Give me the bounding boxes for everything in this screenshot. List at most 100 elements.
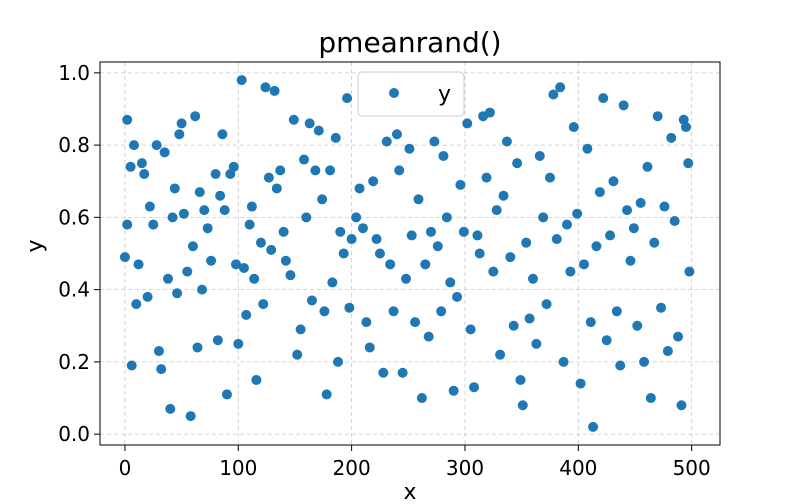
data-point bbox=[538, 212, 549, 223]
data-point bbox=[488, 266, 499, 277]
data-point bbox=[251, 374, 262, 385]
data-point bbox=[381, 136, 392, 147]
data-point bbox=[524, 313, 535, 324]
x-tick-label: 300 bbox=[446, 456, 484, 480]
data-point bbox=[374, 248, 385, 259]
data-point bbox=[455, 179, 466, 190]
data-point bbox=[131, 299, 142, 310]
data-point bbox=[165, 403, 176, 414]
chart-title: pmeanrand() bbox=[318, 26, 501, 59]
data-point bbox=[185, 411, 196, 422]
data-point bbox=[194, 187, 205, 198]
data-point bbox=[238, 262, 249, 273]
data-point bbox=[361, 317, 372, 328]
data-point bbox=[474, 248, 485, 259]
data-point bbox=[236, 75, 247, 86]
legend: y bbox=[357, 71, 465, 117]
data-point bbox=[432, 241, 443, 252]
y-axis-label: y bbox=[23, 239, 48, 252]
data-point bbox=[280, 255, 291, 266]
data-point bbox=[527, 273, 538, 284]
data-point bbox=[136, 158, 147, 169]
data-point bbox=[330, 132, 341, 143]
legend-box bbox=[357, 71, 465, 117]
data-point bbox=[601, 335, 612, 346]
data-point bbox=[306, 295, 317, 306]
data-point bbox=[505, 252, 516, 263]
data-point bbox=[371, 234, 382, 245]
data-point bbox=[295, 324, 306, 335]
data-point bbox=[642, 161, 653, 172]
data-point bbox=[228, 161, 239, 172]
data-point bbox=[676, 400, 687, 411]
plot-frame bbox=[99, 61, 721, 446]
data-point bbox=[438, 150, 449, 161]
data-point bbox=[321, 389, 332, 400]
data-point bbox=[125, 161, 136, 172]
data-point bbox=[385, 259, 396, 270]
data-point bbox=[495, 349, 506, 360]
data-point bbox=[425, 226, 436, 237]
data-point bbox=[628, 223, 639, 234]
data-point bbox=[436, 306, 447, 317]
data-point bbox=[122, 219, 133, 230]
data-point bbox=[551, 234, 562, 245]
y-tick-label: 0.2 bbox=[58, 350, 90, 374]
data-point bbox=[561, 219, 572, 230]
data-point bbox=[558, 356, 569, 367]
data-point bbox=[491, 205, 502, 216]
data-point bbox=[335, 226, 346, 237]
data-point bbox=[344, 302, 355, 313]
data-point bbox=[187, 241, 198, 252]
y-tick-label: 0.0 bbox=[58, 422, 90, 446]
data-point bbox=[241, 309, 252, 320]
data-point bbox=[608, 176, 619, 187]
x-tick-label: 0 bbox=[119, 456, 132, 480]
data-point bbox=[258, 299, 269, 310]
data-point bbox=[585, 317, 596, 328]
data-point bbox=[611, 306, 622, 317]
data-point bbox=[406, 230, 417, 241]
data-point bbox=[357, 223, 368, 234]
data-point bbox=[656, 302, 667, 313]
data-point bbox=[153, 346, 164, 357]
data-point bbox=[565, 266, 576, 277]
data-point bbox=[139, 169, 150, 180]
data-point bbox=[469, 382, 480, 393]
legend-marker bbox=[389, 88, 399, 98]
data-point bbox=[178, 208, 189, 219]
data-point bbox=[575, 378, 586, 389]
data-point bbox=[249, 273, 260, 284]
data-point bbox=[278, 226, 289, 237]
data-point bbox=[159, 147, 170, 158]
data-point bbox=[351, 212, 362, 223]
data-point bbox=[652, 111, 663, 122]
data-point bbox=[534, 150, 545, 161]
data-point bbox=[401, 273, 412, 284]
data-point bbox=[221, 389, 232, 400]
data-point bbox=[319, 306, 330, 317]
data-point bbox=[129, 140, 140, 151]
data-point bbox=[639, 356, 650, 367]
data-point bbox=[458, 226, 469, 237]
data-point bbox=[391, 129, 402, 140]
data-point bbox=[615, 360, 626, 371]
data-point bbox=[673, 331, 684, 342]
data-point bbox=[582, 143, 593, 154]
data-point bbox=[512, 158, 523, 169]
data-point bbox=[126, 360, 137, 371]
data-point bbox=[172, 288, 183, 299]
x-tick-label: 400 bbox=[559, 456, 597, 480]
y-tick-label: 1.0 bbox=[58, 61, 90, 85]
data-point bbox=[683, 158, 694, 169]
data-point bbox=[246, 201, 257, 212]
data-point bbox=[202, 223, 213, 234]
data-point bbox=[508, 320, 519, 331]
y-tick-label: 0.4 bbox=[58, 278, 90, 302]
data-point bbox=[197, 284, 208, 295]
data-point bbox=[659, 201, 670, 212]
data-point bbox=[142, 291, 153, 302]
data-point bbox=[448, 385, 459, 396]
data-point bbox=[441, 212, 452, 223]
data-point bbox=[210, 169, 221, 180]
